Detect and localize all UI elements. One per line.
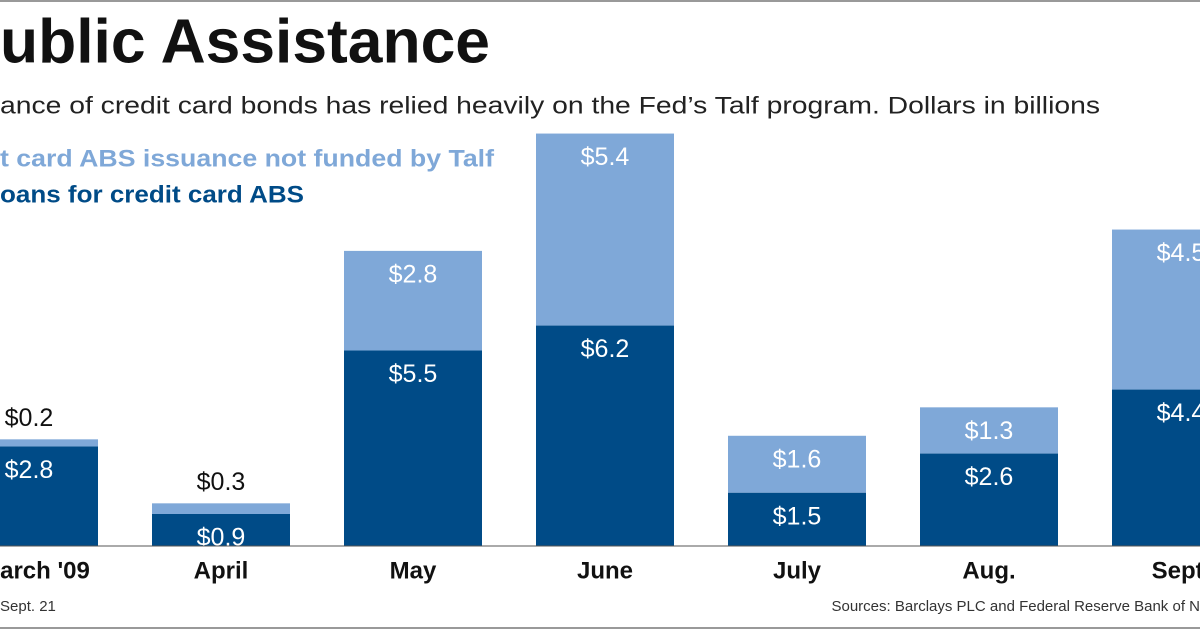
bar-segment xyxy=(344,350,482,546)
value-label: $1.3 xyxy=(965,417,1014,445)
x-tick-label: May xyxy=(390,557,437,584)
x-tick-label: April xyxy=(194,557,249,584)
value-label: $0.9 xyxy=(197,524,246,552)
source: Sources: Barclays PLC and Federal Reserv… xyxy=(831,598,1200,615)
value-label: $2.6 xyxy=(965,463,1014,491)
bar-segment xyxy=(728,492,866,546)
x-tick-label: Aug. xyxy=(962,557,1015,584)
x-tick-label: arch '09 xyxy=(0,557,90,584)
value-label: $2.8 xyxy=(389,260,438,288)
bar-segment xyxy=(1112,389,1200,546)
legend-entry: oans for credit card ABS xyxy=(0,181,304,208)
legend-entry: t card ABS issuance not funded by Talf xyxy=(0,145,495,172)
chart-subtitle: ance of credit card bonds has relied hea… xyxy=(0,92,1100,119)
value-label: $2.8 xyxy=(5,456,54,484)
bar-segment xyxy=(344,250,482,351)
bar-segment xyxy=(536,325,674,546)
note: Sept. 21 xyxy=(0,598,56,615)
bar-segment xyxy=(920,407,1058,454)
value-label: $4.5 xyxy=(1157,239,1200,267)
value-label: $1.6 xyxy=(773,445,822,473)
value-label: $5.4 xyxy=(581,143,630,171)
value-label: $5.5 xyxy=(389,360,438,388)
value-label: $0.2 xyxy=(5,404,54,432)
value-label: $6.2 xyxy=(581,335,630,363)
value-label: $1.5 xyxy=(773,502,822,530)
x-tick-label: July xyxy=(773,557,822,584)
bar-segment xyxy=(920,453,1058,546)
bar-segment xyxy=(152,514,290,546)
bar-segment xyxy=(152,503,290,514)
bar-segment xyxy=(0,446,98,546)
x-tick-label: June xyxy=(577,557,633,584)
value-label: $0.3 xyxy=(197,468,246,496)
bar-segment xyxy=(0,439,98,447)
bar-segment xyxy=(728,435,866,493)
chart-title: ublic Assistance xyxy=(0,7,490,76)
value-label: $4.4 xyxy=(1157,399,1200,427)
bar-segment xyxy=(1112,229,1200,390)
bar-segment xyxy=(536,133,674,326)
x-tick-label: Sept. xyxy=(1152,557,1200,584)
